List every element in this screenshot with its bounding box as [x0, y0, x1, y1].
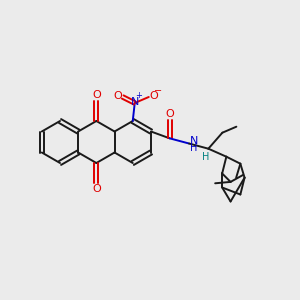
Text: O: O — [92, 90, 101, 100]
Text: −: − — [154, 86, 162, 96]
Text: O: O — [149, 91, 158, 101]
Text: H: H — [190, 142, 198, 152]
Text: +: + — [135, 92, 142, 100]
Text: N: N — [130, 97, 139, 107]
Text: O: O — [92, 184, 101, 194]
Text: N: N — [190, 136, 198, 146]
Text: H: H — [202, 152, 209, 162]
Text: O: O — [113, 91, 122, 101]
Text: O: O — [165, 109, 174, 119]
